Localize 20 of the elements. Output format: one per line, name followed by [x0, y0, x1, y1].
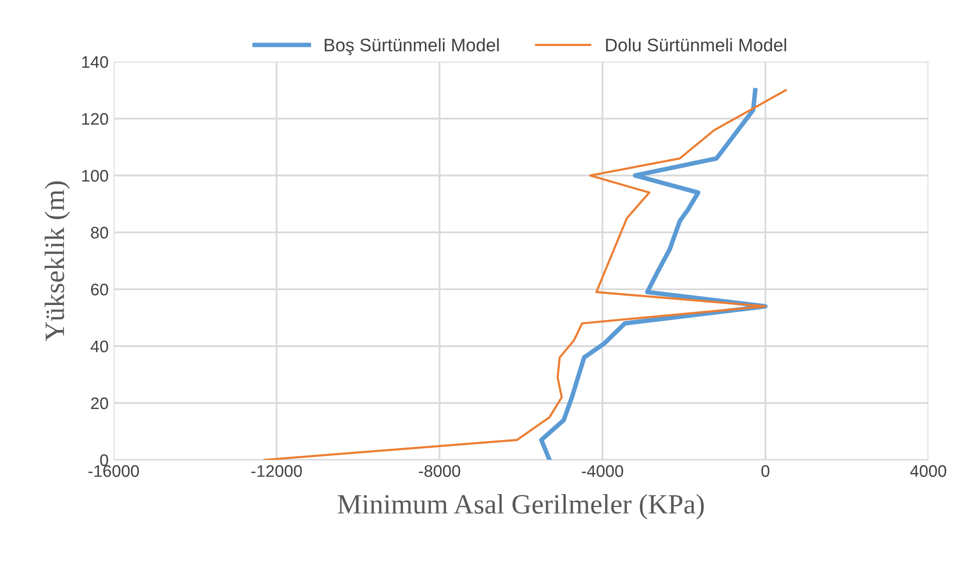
y-tick-label: 80: [90, 226, 108, 239]
x-tick-label: -16000: [88, 465, 139, 477]
x-tick-label: 4000: [910, 465, 946, 477]
y-tick-label: 0: [100, 454, 108, 466]
x-tick-label: 0: [761, 465, 770, 477]
x-axis-title: Minimum Asal Gerilmeler (KPa): [338, 494, 704, 520]
y-tick-label: 40: [90, 340, 108, 352]
y-tick-label: 60: [91, 284, 108, 296]
legend-label: Dolu Sürtünmeli Model: [606, 38, 786, 52]
y-tick-label: 120: [82, 113, 108, 125]
line-series: [263, 89, 787, 460]
y-tick-label: 100: [82, 170, 108, 182]
y-tick-label: 20: [91, 397, 108, 410]
x-tick-label: -4000: [582, 465, 624, 477]
legend-label: Boş Sürtünmeli Model: [324, 38, 499, 56]
x-tick-label: -8000: [418, 465, 460, 477]
y-axis-title: Yükseklik (m): [44, 181, 70, 342]
x-tick-label: -12000: [251, 465, 302, 477]
y-tick-label: 140: [82, 56, 108, 68]
line-series: [539, 88, 768, 460]
